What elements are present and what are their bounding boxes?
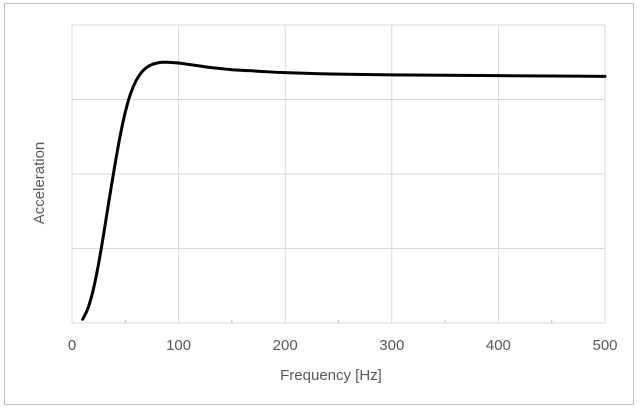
- x-tick-label: 100: [166, 337, 191, 354]
- x-tick-label: 300: [379, 337, 404, 354]
- x-tick-label: 0: [68, 337, 76, 354]
- x-tick-label: 400: [486, 337, 511, 354]
- grid-lines: [72, 24, 606, 323]
- series-group: [81, 60, 607, 321]
- x-tick-labels: 0 100 200 300 400 500: [68, 337, 618, 354]
- x-axis-title: Frequency [Hz]: [280, 367, 382, 384]
- y-axis-title: Acceleration: [31, 142, 48, 225]
- x-tick-label: 200: [273, 337, 298, 354]
- axes: [71, 25, 605, 324]
- acceleration-series-line: [81, 60, 607, 321]
- x-tick-label: 500: [592, 337, 617, 354]
